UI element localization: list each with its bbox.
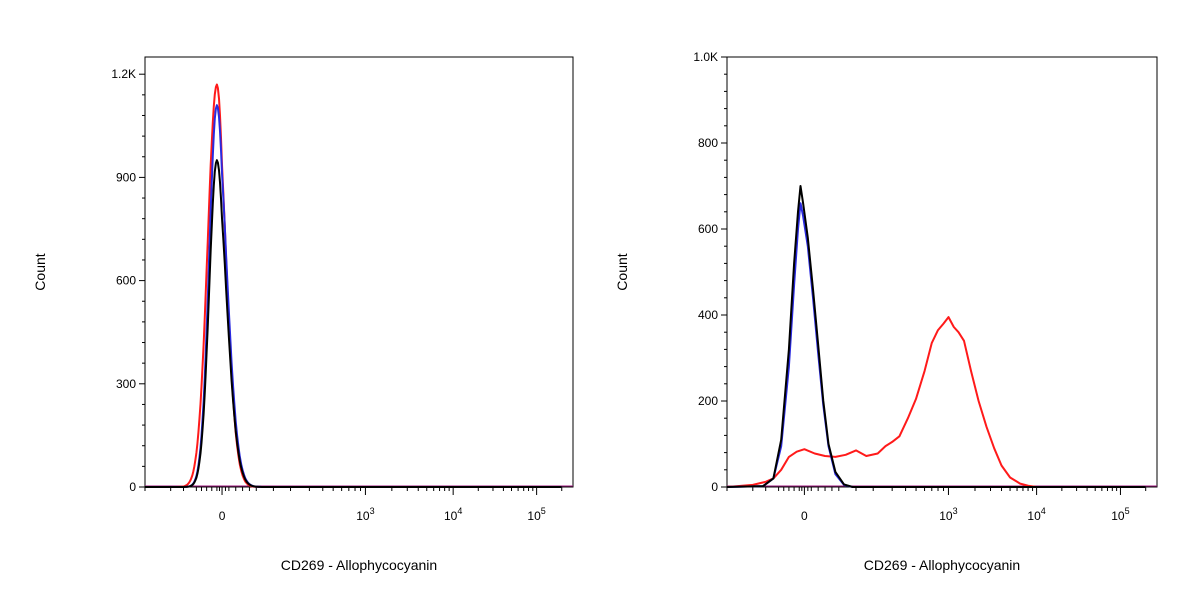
y-tick-label: 300 bbox=[116, 377, 136, 391]
x-tick-label: 104 bbox=[1027, 506, 1045, 523]
y-axis-title: Count bbox=[32, 253, 48, 290]
y-axis-title: Count bbox=[614, 253, 630, 290]
x-tick-label: 105 bbox=[527, 506, 545, 523]
series-line-blue bbox=[145, 104, 562, 488]
series-line-blue bbox=[726, 202, 1146, 488]
x-tick-label: 0 bbox=[801, 509, 808, 523]
y-tick-label: 0 bbox=[129, 480, 136, 494]
y-tick-label: 900 bbox=[116, 170, 136, 184]
x-tick-label: 0 bbox=[219, 509, 226, 523]
x-tick-label: 104 bbox=[444, 506, 462, 523]
y-tick-label: 600 bbox=[698, 222, 718, 236]
x-axis-title: CD269 - Allophycocyanin bbox=[864, 557, 1020, 573]
y-tick-label: 800 bbox=[698, 136, 718, 150]
y-tick-label: 600 bbox=[116, 274, 136, 288]
y-tick-label: 0 bbox=[711, 480, 718, 494]
series-line-black bbox=[145, 159, 562, 488]
y-tick-label: 1.2K bbox=[111, 67, 136, 81]
y-tick-label: 200 bbox=[698, 394, 718, 408]
plot-frame bbox=[726, 56, 1158, 488]
y-tick-label: 400 bbox=[698, 308, 718, 322]
y-tick-label: 1.0K bbox=[693, 50, 718, 64]
series-line-red bbox=[726, 316, 1146, 488]
histogram-panel-2: 0 200 400 600 800 1.0K 0 103 104 105 CD269 - Allop… bbox=[614, 50, 1158, 573]
series-line-black bbox=[726, 185, 1146, 488]
x-axis-title: CD269 - Allophycocyanin bbox=[281, 557, 437, 573]
x-tick-label: 103 bbox=[939, 506, 957, 523]
x-tick-label: 105 bbox=[1111, 506, 1129, 523]
histogram-panel-1: 0 300 600 900 1.2K 0 103 104 105 CD269 - Allophyc… bbox=[32, 56, 574, 573]
x-tick-label: 103 bbox=[356, 506, 374, 523]
